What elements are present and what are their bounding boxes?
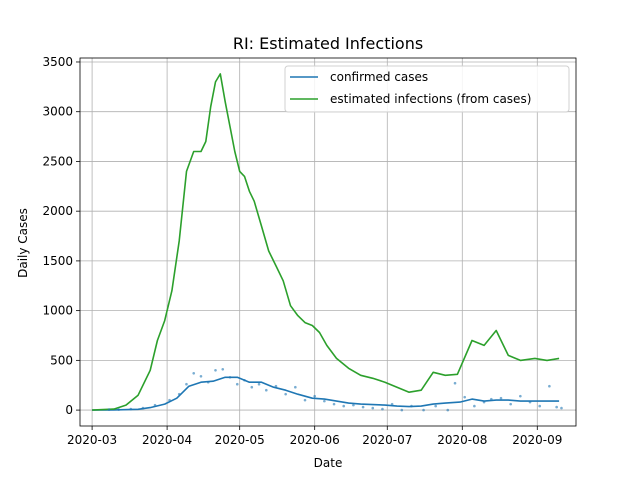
scatter-point: [235, 382, 239, 386]
scatter-point: [400, 408, 404, 412]
y-axis-label: Daily Cases: [16, 208, 30, 278]
scatter-point: [185, 382, 188, 386]
scatter-point: [323, 399, 326, 403]
scatter-point: [117, 408, 121, 411]
scatter-point: [141, 406, 145, 410]
legend: confirmed cases estimated infections (fro…: [284, 65, 570, 113]
x-tick-label: 2020-07: [362, 433, 412, 447]
x-tick-label: 2020-06: [290, 433, 340, 447]
series-line-estimated-infections: [92, 73, 560, 411]
scatter-point: [250, 385, 254, 389]
scatter-point: [473, 404, 476, 408]
axes-layer: 2020-03 2020-04 2020-05 2020-06 2020-07 2020-…: [42, 55, 577, 447]
x-tick-label: 2020-09: [512, 433, 562, 447]
scatter-point: [153, 403, 157, 407]
x-tick-label: 2020-04: [142, 433, 192, 447]
scatter-point: [519, 394, 522, 398]
scatter-point: [313, 394, 316, 398]
scatter-point: [390, 402, 394, 406]
scatter-point: [265, 388, 268, 392]
scatter-point: [410, 404, 413, 408]
y-tick-label: 3500: [42, 55, 73, 69]
scatter-point: [490, 397, 493, 401]
scatter-point: [332, 402, 336, 406]
scatter-point: [352, 403, 355, 407]
scatter-point: [453, 381, 457, 385]
scatter-point: [243, 378, 246, 382]
scatter-point: [482, 400, 486, 404]
scatter-point: [434, 404, 437, 408]
legend-label: estimated infections (from cases): [330, 92, 531, 106]
scatter-point: [206, 380, 210, 384]
scatter-point: [274, 384, 278, 388]
scatter-point: [342, 404, 346, 408]
scatter-point: [463, 395, 467, 399]
x-tick-label: 2020-08: [437, 433, 487, 447]
scatter-point: [192, 371, 196, 375]
scatter-point: [538, 404, 542, 408]
legend-box: [284, 65, 570, 113]
scatter-point: [177, 392, 181, 396]
x-tick-label: 2020-03: [67, 433, 117, 447]
legend-label: confirmed cases: [330, 70, 428, 84]
scatter-point: [214, 369, 217, 372]
scatter-point: [284, 392, 287, 396]
y-tick-label: 1500: [42, 254, 73, 268]
chart-title: RI: Estimated Infections: [233, 34, 423, 53]
marks-layer: [92, 73, 563, 412]
scatter-point: [303, 398, 307, 402]
scatter-point: [168, 398, 171, 402]
scatter-point: [257, 382, 261, 386]
plot-frame: [79, 57, 577, 427]
scatter-point: [199, 374, 203, 378]
scatter-point: [221, 368, 225, 371]
scatter-point: [129, 407, 133, 411]
y-tick-label: 2000: [42, 204, 73, 218]
scatter-point: [228, 375, 232, 379]
y-tick-label: 500: [50, 353, 73, 367]
scatter-point: [528, 400, 532, 404]
scatter-point: [555, 405, 558, 409]
y-tick-label: 2500: [42, 154, 73, 168]
scatter-point: [294, 385, 297, 389]
scatter-point: [381, 407, 384, 411]
x-tick-label: 2020-05: [215, 433, 265, 447]
y-tick-label: 0: [65, 403, 73, 417]
scatter-point: [560, 406, 563, 410]
scatter-point: [107, 408, 111, 411]
x-axis-label: Date: [314, 456, 343, 470]
scatter-point: [548, 384, 551, 388]
scatter-point: [361, 405, 365, 409]
y-tick-label: 1000: [42, 304, 73, 318]
scatter-point: [371, 406, 375, 410]
scatter-point: [509, 402, 512, 406]
scatter-point: [499, 396, 503, 400]
y-tick-label: 3000: [42, 105, 73, 119]
scatter-point: [422, 408, 425, 412]
scatter-point: [446, 408, 450, 412]
